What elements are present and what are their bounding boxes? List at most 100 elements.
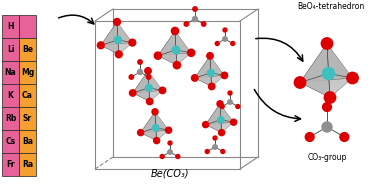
Bar: [19, 107, 36, 130]
Polygon shape: [158, 53, 191, 65]
Circle shape: [176, 154, 180, 158]
Polygon shape: [133, 71, 150, 102]
Circle shape: [138, 70, 143, 74]
Bar: [2, 38, 19, 61]
Polygon shape: [133, 90, 163, 102]
Circle shape: [113, 19, 121, 25]
Circle shape: [322, 103, 332, 111]
Text: Rb: Rb: [5, 114, 16, 123]
Polygon shape: [300, 78, 353, 97]
Circle shape: [145, 68, 151, 74]
Circle shape: [324, 92, 336, 103]
Text: K: K: [8, 91, 14, 100]
Bar: [19, 15, 36, 38]
Polygon shape: [133, 71, 163, 93]
Polygon shape: [141, 112, 169, 133]
Polygon shape: [101, 22, 119, 54]
Text: H: H: [7, 22, 14, 31]
Circle shape: [138, 60, 142, 64]
Circle shape: [223, 28, 227, 32]
Circle shape: [215, 42, 219, 45]
Circle shape: [347, 72, 358, 84]
Text: Ra: Ra: [22, 160, 33, 169]
Circle shape: [98, 42, 104, 49]
Text: Be(CO₃): Be(CO₃): [151, 169, 189, 179]
Polygon shape: [158, 31, 177, 65]
Circle shape: [208, 69, 214, 76]
Circle shape: [340, 133, 349, 141]
Circle shape: [138, 130, 144, 136]
Circle shape: [184, 22, 189, 26]
Polygon shape: [206, 122, 234, 133]
Circle shape: [168, 150, 172, 154]
Circle shape: [223, 37, 227, 41]
Text: Be: Be: [22, 45, 33, 54]
Circle shape: [153, 125, 159, 131]
Circle shape: [146, 85, 152, 91]
Circle shape: [146, 98, 153, 105]
Circle shape: [228, 91, 232, 95]
Bar: [19, 61, 36, 84]
Polygon shape: [300, 44, 353, 82]
Circle shape: [321, 38, 333, 49]
Circle shape: [172, 46, 180, 54]
Circle shape: [160, 154, 164, 158]
Circle shape: [294, 77, 306, 88]
Text: Ca: Ca: [22, 91, 33, 100]
Circle shape: [114, 36, 121, 44]
Polygon shape: [141, 130, 169, 141]
Polygon shape: [206, 104, 222, 133]
Circle shape: [192, 16, 197, 22]
Circle shape: [153, 138, 160, 144]
Bar: [19, 153, 36, 176]
Text: Li: Li: [7, 45, 14, 54]
Bar: [19, 38, 36, 61]
Circle shape: [228, 100, 232, 104]
Circle shape: [173, 62, 181, 69]
Text: Cs: Cs: [5, 137, 15, 146]
Polygon shape: [141, 112, 156, 141]
Polygon shape: [195, 75, 225, 86]
Circle shape: [152, 109, 158, 115]
Circle shape: [205, 150, 209, 154]
Circle shape: [217, 101, 223, 107]
Circle shape: [218, 117, 224, 123]
Text: Sr: Sr: [23, 114, 32, 123]
Text: BeO₄-tetrahedron: BeO₄-tetrahedron: [297, 2, 365, 11]
Circle shape: [154, 52, 161, 59]
Bar: [19, 84, 36, 107]
Circle shape: [305, 133, 314, 141]
Circle shape: [201, 22, 206, 26]
Bar: [19, 130, 36, 153]
Bar: [2, 15, 19, 38]
Bar: [2, 153, 19, 176]
Bar: [2, 130, 19, 153]
Circle shape: [213, 145, 217, 149]
Circle shape: [130, 90, 136, 96]
Polygon shape: [101, 43, 132, 54]
Text: Ba: Ba: [22, 137, 33, 146]
Circle shape: [220, 105, 224, 108]
Text: Fr: Fr: [6, 160, 15, 169]
Circle shape: [231, 119, 237, 125]
Bar: [2, 107, 19, 130]
Polygon shape: [195, 56, 225, 78]
Polygon shape: [158, 31, 191, 56]
Text: Na: Na: [5, 68, 16, 77]
Circle shape: [115, 51, 122, 58]
Circle shape: [209, 83, 215, 90]
Circle shape: [192, 75, 198, 81]
Circle shape: [236, 105, 240, 108]
Circle shape: [171, 27, 179, 35]
Polygon shape: [300, 44, 330, 97]
Circle shape: [203, 122, 209, 128]
Polygon shape: [195, 56, 212, 86]
Circle shape: [193, 7, 197, 11]
Bar: [2, 84, 19, 107]
Circle shape: [129, 39, 136, 46]
Circle shape: [168, 141, 172, 145]
Circle shape: [322, 68, 335, 79]
Circle shape: [218, 130, 225, 136]
Circle shape: [166, 127, 172, 133]
Circle shape: [322, 122, 332, 132]
